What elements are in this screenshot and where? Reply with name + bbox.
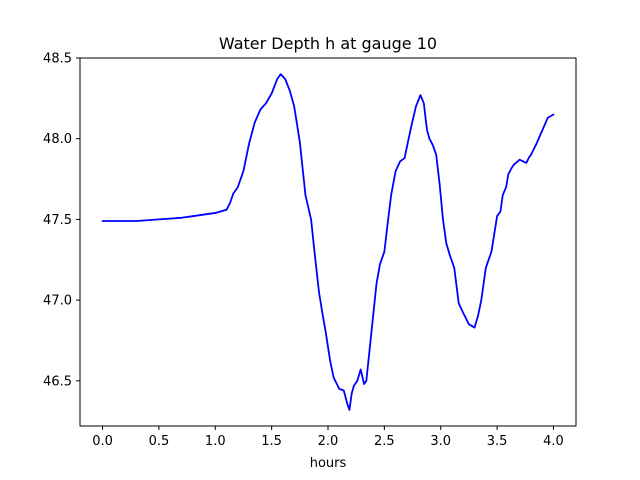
- chart-title: Water Depth h at gauge 10: [219, 34, 437, 53]
- x-tick-label: 0.0: [92, 434, 113, 449]
- y-axis: 46.5 47.0 47.5 48.0 48.5: [43, 52, 80, 389]
- x-tick-label: 3.0: [430, 434, 451, 449]
- x-tick-label: 3.5: [487, 434, 508, 449]
- x-tick-label: 1.0: [205, 434, 226, 449]
- x-axis-label: hours: [310, 456, 347, 471]
- y-tick-label: 47.5: [43, 213, 72, 228]
- x-tick-label: 4.0: [543, 434, 564, 449]
- y-tick-label: 48.0: [43, 132, 72, 147]
- x-tick-label: 2.5: [374, 434, 395, 449]
- y-tick-label: 47.0: [43, 294, 72, 309]
- x-tick-label: 0.5: [149, 434, 170, 449]
- y-tick-label: 48.5: [43, 52, 72, 67]
- x-tick-label: 2.0: [318, 434, 339, 449]
- x-axis: 0.0 0.5 1.0 1.5 2.0 2.5 3.0 3.5 4.0: [92, 426, 564, 449]
- plot-area: [101, 73, 555, 411]
- x-tick-label: 1.5: [261, 434, 282, 449]
- series-line-0: [101, 73, 555, 411]
- y-tick-label: 46.5: [43, 374, 72, 389]
